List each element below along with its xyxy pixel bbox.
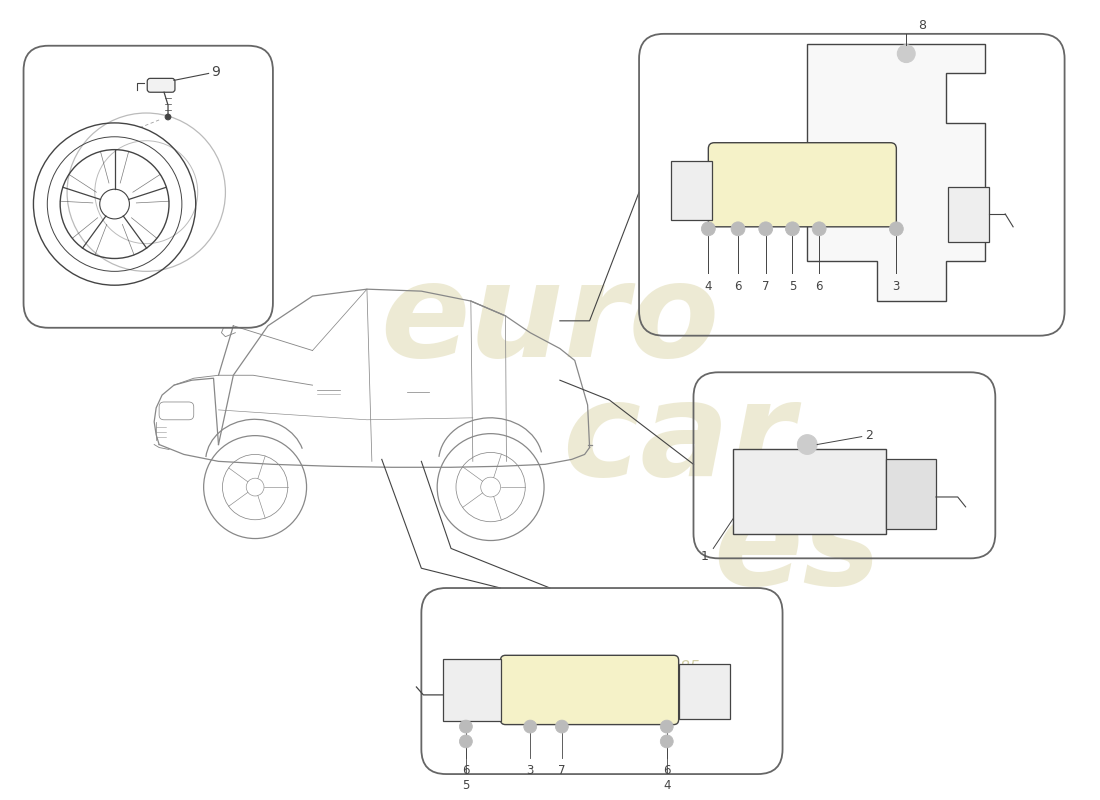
- Circle shape: [732, 222, 745, 236]
- Bar: [679, 664, 730, 718]
- Circle shape: [898, 45, 915, 62]
- Circle shape: [798, 434, 817, 454]
- Text: euro: euro: [381, 258, 719, 384]
- Text: 5: 5: [789, 280, 796, 294]
- FancyBboxPatch shape: [147, 78, 175, 92]
- Text: 9: 9: [211, 66, 220, 79]
- Text: 7: 7: [558, 764, 565, 777]
- Bar: [443, 659, 500, 721]
- Text: 6: 6: [735, 280, 741, 294]
- Text: 6: 6: [815, 280, 823, 294]
- Text: 5: 5: [462, 779, 470, 792]
- FancyBboxPatch shape: [500, 655, 679, 725]
- Text: 7: 7: [762, 280, 770, 294]
- Text: 3: 3: [893, 280, 900, 294]
- Text: 4: 4: [705, 280, 712, 294]
- Circle shape: [165, 114, 170, 120]
- Text: 8: 8: [918, 19, 926, 32]
- Bar: [733, 450, 887, 534]
- Circle shape: [460, 735, 472, 748]
- Text: 6: 6: [663, 764, 671, 777]
- Polygon shape: [807, 44, 986, 301]
- Bar: [887, 459, 936, 529]
- Text: 4: 4: [663, 779, 671, 792]
- Circle shape: [556, 720, 569, 733]
- Bar: [671, 161, 713, 220]
- Circle shape: [890, 222, 903, 236]
- Circle shape: [785, 222, 800, 236]
- Text: 6: 6: [462, 764, 470, 777]
- Circle shape: [524, 720, 537, 733]
- Circle shape: [660, 735, 673, 748]
- Circle shape: [702, 222, 715, 236]
- Circle shape: [759, 222, 772, 236]
- Circle shape: [460, 720, 472, 733]
- Text: 1: 1: [701, 550, 708, 563]
- Text: 3: 3: [527, 764, 534, 777]
- FancyBboxPatch shape: [708, 142, 896, 227]
- Circle shape: [660, 720, 673, 733]
- Bar: [948, 187, 989, 242]
- Text: es: es: [713, 485, 881, 612]
- Circle shape: [812, 222, 826, 236]
- Text: car: car: [562, 376, 795, 503]
- Text: 2: 2: [865, 429, 872, 442]
- Text: a passion for parts...since 1985: a passion for parts...since 1985: [460, 660, 700, 674]
